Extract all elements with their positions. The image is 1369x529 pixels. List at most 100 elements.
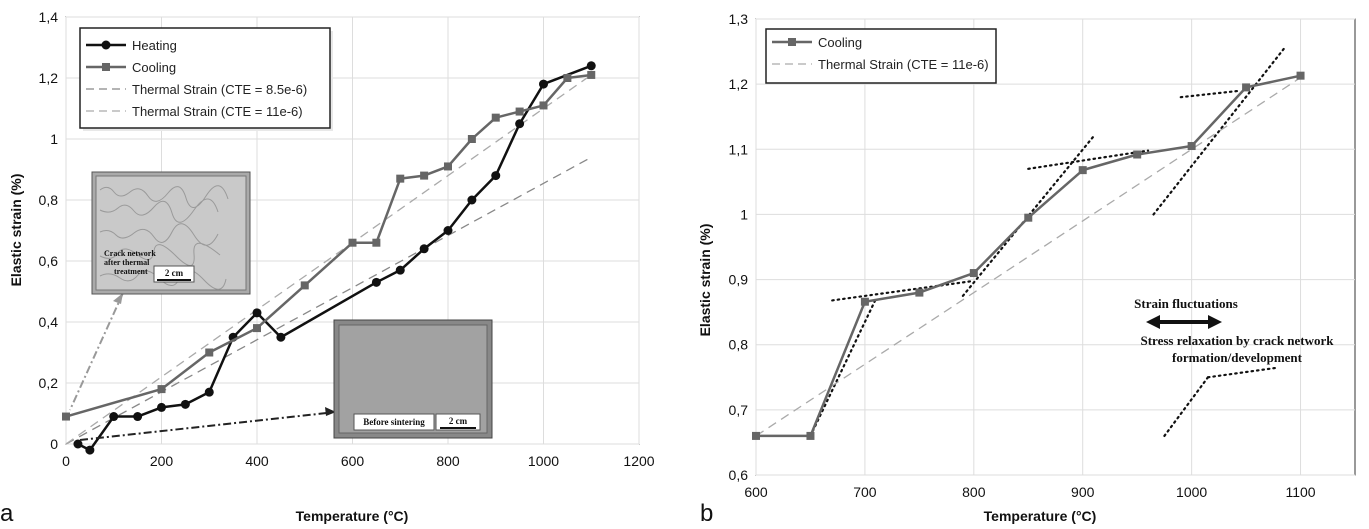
x-tick-label-b-0: 600 xyxy=(744,484,768,500)
legend-a: Heating Cooling Thermal Strain (CTE = 8.… xyxy=(79,27,333,131)
x-tick-label-b-4: 1000 xyxy=(1176,484,1207,500)
point-b-cooling-0 xyxy=(752,431,760,440)
y-tick-label-a-5: 1 xyxy=(50,131,58,147)
panel-b-x-axis-title: Temperature (°C) xyxy=(984,508,1097,524)
point-a-cooling-8 xyxy=(420,171,429,180)
y-tick-label-a-7: 1,4 xyxy=(39,9,59,25)
panel-b-y-ticks: 0,6 0,7 0,8 0,9 1 1,1 1,2 1,3 xyxy=(729,11,749,483)
point-a-cooling-1 xyxy=(157,385,166,394)
point-a-cooling-11 xyxy=(491,113,500,122)
point-a-cooling-10 xyxy=(467,135,476,143)
point-a-heating-11 xyxy=(395,265,405,275)
legend-cooling-label: Cooling xyxy=(132,60,176,75)
legend-heating-label: Heating xyxy=(132,38,177,53)
y-tick-label-b-4: 1 xyxy=(740,206,748,222)
point-a-heating-17 xyxy=(539,79,548,89)
y-tick-label-a-6: 1,2 xyxy=(39,70,59,86)
point-a-heating-16 xyxy=(515,119,525,129)
point-a-heating-3 xyxy=(133,412,143,422)
point-a-cooling-3 xyxy=(253,324,261,333)
point-a-cooling-0 xyxy=(62,412,70,421)
legend-cooling-marker xyxy=(102,63,110,71)
inset-sintering-arrowhead xyxy=(325,407,336,416)
series-line-b-thermal-strain-cte-11e-6 xyxy=(755,77,1301,437)
inset-crack-pointer xyxy=(69,292,124,411)
y-tick-label-b-2: 0,8 xyxy=(729,337,749,353)
inset-crack-caption-line-1: Crack network xyxy=(104,249,156,258)
inset-before-sintering: Before sintering 2 cm xyxy=(79,319,493,441)
point-b-cooling-4 xyxy=(969,269,978,278)
y-tick-label-a-2: 0,4 xyxy=(39,314,59,330)
trend-line-5 xyxy=(1179,89,1242,99)
panel-a-letter: a xyxy=(0,500,14,527)
panel-a-series xyxy=(62,61,596,455)
inset-sintering-pointer xyxy=(79,411,337,441)
legend-b-cte11-label: Thermal Strain (CTE = 11e-6) xyxy=(818,57,989,72)
panel-b-trend-lines xyxy=(809,47,1286,438)
point-a-cooling-6 xyxy=(372,238,381,247)
panel-a-y-axis-title: Elastic strain (%) xyxy=(8,174,24,287)
legend-b: Cooling Thermal Strain (CTE = 11e-6) xyxy=(765,28,997,84)
point-a-heating-18 xyxy=(586,61,596,71)
annotation-stress-relaxation-line-1: Stress relaxation by crack network xyxy=(1140,333,1334,348)
annotation-stress-relaxation-line-2: formation/development xyxy=(1172,350,1303,365)
inset-crack-caption-line-3: treatment xyxy=(114,267,148,276)
trend-line-1 xyxy=(831,279,975,302)
inset-crack-arrowhead xyxy=(113,293,123,304)
point-a-cooling-12 xyxy=(515,107,524,116)
point-a-heating-9 xyxy=(276,332,286,342)
y-tick-label-a-4: 0,8 xyxy=(39,192,59,208)
point-a-cooling-7 xyxy=(396,174,405,183)
panel-b-y-axis-title: Elastic strain (%) xyxy=(697,224,713,337)
point-a-heating-5 xyxy=(180,399,190,409)
panel-a-x-ticks: 0 200 400 600 800 1000 1200 xyxy=(62,453,655,469)
point-a-heating-2 xyxy=(109,412,119,422)
panel-b: 600 700 800 900 1000 1100 0,6 0,7 0,8 0,9 1 1,1 1,2… xyxy=(697,11,1356,527)
panel-b-series xyxy=(752,71,1305,440)
trend-line-6 xyxy=(1163,376,1210,438)
x-tick-label-b-5: 1100 xyxy=(1285,484,1315,500)
x-tick-label-a-5: 1000 xyxy=(528,453,559,469)
point-a-cooling-9 xyxy=(444,162,452,171)
annotation-arrowhead-left xyxy=(1146,315,1160,329)
point-a-cooling-5 xyxy=(348,238,357,247)
y-tick-label-b-6: 1,2 xyxy=(729,76,749,92)
crack-texture xyxy=(99,185,229,290)
panel-a-y-ticks: 0 0,2 0,4 0,6 0,8 1 1,2 1,4 xyxy=(39,9,59,452)
point-a-heating-10 xyxy=(371,277,381,287)
point-a-heating-15 xyxy=(491,171,501,181)
series-line-a-cooling xyxy=(65,73,592,418)
y-tick-label-b-5: 1,1 xyxy=(729,141,749,157)
point-b-cooling-1 xyxy=(806,431,815,440)
point-a-heating-8 xyxy=(252,308,262,318)
point-a-heating-12 xyxy=(419,244,429,254)
point-b-cooling-5 xyxy=(1024,213,1033,222)
x-tick-label-a-4: 800 xyxy=(436,453,460,469)
x-tick-label-a-6: 1200 xyxy=(623,453,654,469)
point-a-cooling-13 xyxy=(539,101,548,110)
y-tick-label-b-3: 0,9 xyxy=(729,272,749,288)
legend-b-cooling-label: Cooling xyxy=(818,35,862,50)
legend-b-cooling-marker xyxy=(788,38,796,46)
annotation-arrowhead-right xyxy=(1208,315,1222,329)
x-tick-label-b-3: 900 xyxy=(1071,484,1095,500)
x-tick-label-b-1: 700 xyxy=(853,484,877,500)
point-a-heating-1 xyxy=(85,445,95,455)
trend-line-3 xyxy=(1027,149,1150,170)
y-tick-label-b-0: 0,6 xyxy=(729,467,749,483)
legend-heating-marker xyxy=(101,40,111,50)
point-b-cooling-6 xyxy=(1078,166,1087,175)
point-a-heating-6 xyxy=(204,387,214,397)
y-tick-label-a-3: 0,6 xyxy=(39,253,59,269)
trend-line-4 xyxy=(1152,47,1286,216)
legend-cte11-label: Thermal Strain (CTE = 11e-6) xyxy=(132,104,303,119)
panel-a: 0 200 400 600 800 1000 1200 0 0,2 0,4 0,6 0,8 1 1,2 1… xyxy=(0,9,655,527)
y-tick-label-a-1: 0,2 xyxy=(39,375,59,391)
point-a-cooling-4 xyxy=(300,281,309,290)
trend-line-7 xyxy=(1206,366,1280,379)
series-line-a-thermal-strain-cte-8-5e-6 xyxy=(65,156,592,445)
point-a-heating-13 xyxy=(443,226,453,235)
point-a-cooling-14 xyxy=(563,74,572,82)
trend-line-0 xyxy=(809,298,877,438)
